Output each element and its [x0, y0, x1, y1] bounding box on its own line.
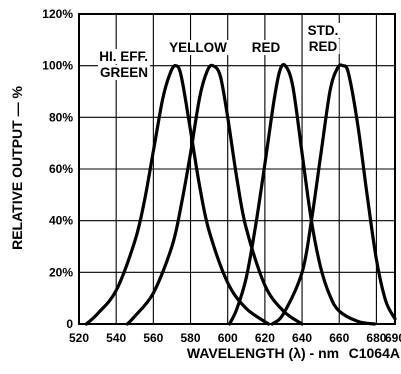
series-label-background — [249, 40, 283, 55]
figure-code: C1064A — [349, 345, 400, 361]
x-tick-label: 660 — [329, 331, 349, 345]
series-label-std-red: RED — [309, 39, 338, 54]
y-tick-label: 120% — [42, 7, 73, 21]
series-line-red — [228, 63, 377, 326]
y-tick-label: 0 — [66, 317, 73, 331]
y-axis-label: RELATIVE OUTPUT — % — [9, 86, 25, 250]
x-tick-label: 690 — [385, 331, 401, 345]
y-tick-label: 60% — [49, 162, 73, 176]
series-line-yellow — [125, 63, 304, 326]
x-tick-label: 520 — [69, 331, 89, 345]
series-label-std-red: STD. — [308, 23, 339, 38]
y-tick-label: 40% — [49, 214, 73, 228]
series-label-yellow: YELLOW — [169, 40, 227, 55]
series-label-hi-eff-green: GREEN — [100, 65, 148, 80]
series-label-background — [97, 65, 150, 80]
series-curves — [84, 63, 397, 326]
series-label-hi-eff-green: HI. EFF. — [99, 49, 148, 64]
series-label-background — [167, 40, 230, 55]
x-tick-label: 620 — [255, 331, 275, 345]
y-tick-label: 20% — [49, 265, 73, 279]
series-label-red: RED — [252, 40, 281, 55]
x-tick-label: 580 — [181, 331, 201, 345]
x-tick-label: 540 — [106, 331, 126, 345]
x-tick-label: 600 — [218, 331, 238, 345]
y-tick-labels: 0 20% 40% 60% 80% 100% 120% — [42, 7, 73, 331]
series-label-background — [306, 39, 340, 54]
plot-frame — [78, 13, 396, 325]
x-tick-label: 640 — [292, 331, 312, 345]
y-tick-label: 100% — [42, 59, 73, 73]
x-axis-label: WAVELENGTH (λ) - nm — [187, 345, 339, 361]
x-tick-label: 680 — [366, 331, 386, 345]
series-label-background — [97, 49, 150, 64]
series-label-background — [305, 23, 341, 38]
y-tick-label: 80% — [49, 110, 73, 124]
series-line-std-red — [270, 63, 397, 326]
series-line-hi-eff-green — [84, 64, 271, 326]
x-tick-label: 560 — [143, 331, 163, 345]
